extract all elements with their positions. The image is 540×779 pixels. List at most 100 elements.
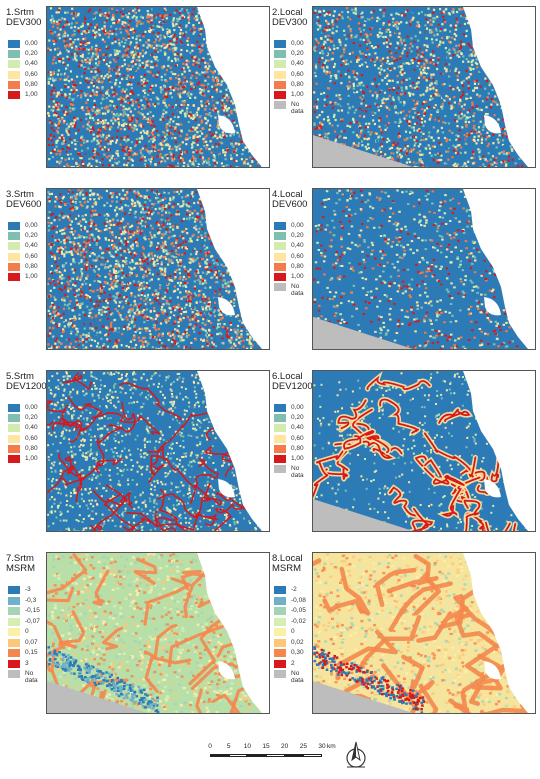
legend-swatch <box>274 596 286 605</box>
scale-segment <box>284 754 304 757</box>
legend-label: 0,60 <box>25 252 38 260</box>
legend-swatch <box>8 60 20 69</box>
legend-label: 0,80 <box>25 444 38 452</box>
legend-swatch <box>274 434 286 443</box>
panel-title: 1.Srtm DEV300 <box>6 8 41 28</box>
legend-swatch <box>8 222 20 230</box>
raster-map <box>46 188 270 350</box>
panel-title: 5.Srtm DEV1200 <box>6 372 47 392</box>
legend-swatch <box>274 638 286 647</box>
legend-swatch <box>8 638 20 647</box>
legend-label: 0,20 <box>291 232 304 240</box>
legend-label: -0,02 <box>291 617 306 625</box>
panel-title-line-2: DEV300 <box>6 17 42 28</box>
legend-label: data <box>291 472 304 480</box>
legend-label: 0,20 <box>25 50 38 58</box>
scale-segment <box>210 754 229 757</box>
legend-swatch <box>8 607 20 615</box>
legend-label: 0,40 <box>25 60 38 68</box>
legend-label: No <box>25 670 34 677</box>
legend-swatch <box>8 596 20 605</box>
legend-swatch <box>8 444 20 453</box>
panel-title-line-2: DEV1200 <box>6 381 47 392</box>
legend-swatch <box>274 283 286 292</box>
legend-swatch <box>274 414 286 423</box>
legend-label: -0,3 <box>25 596 37 604</box>
legend-label: 0,80 <box>291 444 304 452</box>
legend-swatch <box>274 659 286 668</box>
legend-swatch <box>274 273 286 281</box>
panel-title: 3.Srtm DEV600 <box>6 190 41 210</box>
legend-label: 0,30 <box>291 649 304 656</box>
legend-swatch <box>274 424 286 433</box>
legend-label: 0,80 <box>25 80 38 88</box>
legend-label: 0,00 <box>291 40 304 47</box>
raster-map <box>312 552 536 714</box>
scale-tick: 5 <box>226 743 231 750</box>
scale-tick: 15 <box>262 743 270 750</box>
panel-title-line-1: 1.Srtm <box>6 7 34 18</box>
legend-label: data <box>25 677 38 684</box>
legend-label: -0,05 <box>291 607 306 614</box>
raster-map <box>312 188 536 350</box>
legend-swatch <box>274 404 286 412</box>
legend-label: -0,08 <box>291 596 306 604</box>
legend-label: 0,40 <box>25 424 38 432</box>
scale-tick: 0 <box>208 743 212 750</box>
raster-map <box>312 370 536 532</box>
panel-title-line-2: DEV300 <box>272 17 308 28</box>
legend-swatch <box>274 101 286 110</box>
panel-title-line-2: DEV1200 <box>272 381 313 392</box>
legend-swatch <box>274 628 286 636</box>
legend-label: 1,00 <box>25 273 38 280</box>
legend-swatch <box>274 91 286 99</box>
legend-swatch <box>274 40 286 48</box>
legend-label: 0,20 <box>291 414 304 422</box>
legend-label: 0 <box>25 628 29 635</box>
legend-swatch <box>8 424 20 433</box>
legend-swatch <box>8 628 20 636</box>
legend-swatch <box>8 434 20 443</box>
legend-label: 0,40 <box>291 242 304 250</box>
legend-label: -2 <box>291 586 297 593</box>
panel-title: 6.Local DEV1200 <box>272 372 313 392</box>
raster-map <box>46 6 270 168</box>
scale-tick: 30 <box>318 743 326 750</box>
legend-swatch <box>8 670 20 678</box>
legend-swatch <box>274 670 286 678</box>
legend-label: -3 <box>25 586 31 593</box>
legend-label: 2 <box>291 659 295 667</box>
scale-segment <box>247 754 266 757</box>
scale-unit: km <box>327 743 336 750</box>
legend-label: 0,60 <box>25 434 38 442</box>
legend-label: 0,80 <box>25 262 38 270</box>
panel-title-line-1: 5.Srtm <box>6 371 34 382</box>
raster-map <box>312 6 536 168</box>
legend-label: 0,40 <box>291 424 304 432</box>
legend-label: 0,15 <box>25 649 38 656</box>
legend-label: 0 <box>291 628 295 635</box>
legend-label: 1,00 <box>291 273 304 280</box>
panel-title-line-1: 4.Local <box>272 189 303 200</box>
raster-map <box>46 552 270 714</box>
legend-swatch <box>8 414 20 423</box>
legend-label: data <box>291 677 304 684</box>
nodata-area <box>313 317 413 349</box>
panel-title-line-2: DEV600 <box>6 199 42 210</box>
legend-label: 0,00 <box>25 222 38 229</box>
legend-swatch <box>8 404 20 412</box>
legend-swatch <box>8 586 20 594</box>
legend-swatch <box>8 70 20 79</box>
legend-label: 0,20 <box>25 414 38 422</box>
panel-title-line-1: 2.Local <box>272 7 303 18</box>
legend-swatch <box>274 465 286 474</box>
legend-swatch <box>274 262 286 271</box>
scale-segment <box>303 754 322 757</box>
panel-title-line-1: 7.Srtm <box>6 553 34 564</box>
legend-label: 1,00 <box>291 455 304 462</box>
panel-title-line-2: DEV600 <box>272 199 308 210</box>
legend-swatch <box>8 80 20 89</box>
legend-label: 0,80 <box>291 80 304 88</box>
panel-title-line-1: 6.Local <box>272 371 303 382</box>
north-arrow-icon <box>346 741 366 768</box>
